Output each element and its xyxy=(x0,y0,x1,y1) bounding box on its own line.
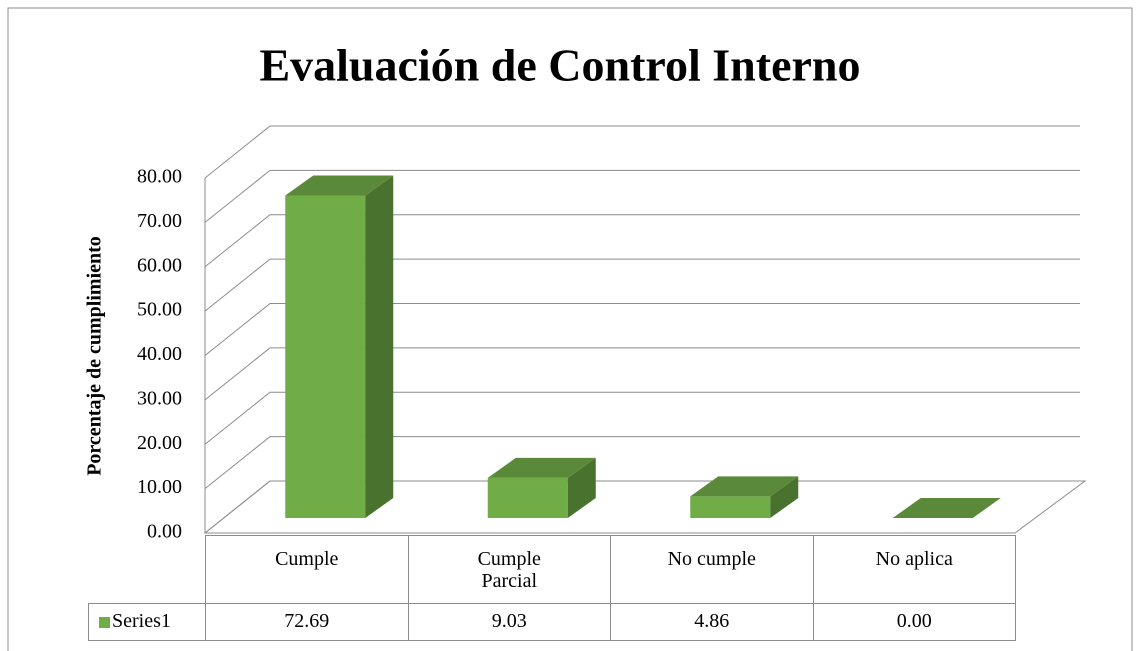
value-cell-text: 0.00 xyxy=(896,610,932,632)
bar-top xyxy=(892,498,1001,518)
category-cell: Cumple xyxy=(205,535,409,604)
grid-line xyxy=(204,436,1080,490)
chart-title: Evaluación de Control Interno xyxy=(259,40,860,91)
bar-side xyxy=(365,175,394,519)
value-cell-text: 4.86 xyxy=(694,610,730,632)
bar-top xyxy=(285,175,394,196)
category-cell-text: No aplica xyxy=(875,548,953,570)
category-cell: Cumple Parcial xyxy=(407,535,611,604)
bar-side xyxy=(770,476,799,518)
category-cell-text: No cumple xyxy=(667,548,756,570)
category-cell-text: Cumple xyxy=(275,548,339,570)
y-tick-label: 80.00 xyxy=(137,166,182,188)
legend-swatch xyxy=(99,616,110,628)
category-cell: No aplica xyxy=(812,535,1016,604)
grid-line xyxy=(204,391,1080,445)
bar-front xyxy=(690,496,771,518)
grid-line xyxy=(204,214,1080,268)
value-cell-text: 9.03 xyxy=(491,610,527,632)
grid-line xyxy=(204,303,1080,356)
grid-line xyxy=(204,258,1080,312)
y-tick-label: 10.00 xyxy=(137,476,182,498)
category-cell: No cumple xyxy=(610,535,814,604)
grid-line xyxy=(204,480,1080,534)
y-tick-label: 30.00 xyxy=(137,387,182,409)
value-cell: 9.03 xyxy=(407,603,611,641)
bar-top xyxy=(487,457,596,478)
legend-cell-text: Series1 xyxy=(112,610,171,632)
value-cell: 4.86 xyxy=(610,603,814,641)
bar-front xyxy=(285,195,366,519)
value-cell: 0.00 xyxy=(812,603,1016,641)
y-tick-label: 20.00 xyxy=(137,432,182,454)
y-tick-label: 40.00 xyxy=(137,343,182,365)
bar-top xyxy=(690,476,799,497)
y-tick-label: 60.00 xyxy=(137,254,182,276)
y-axis-label: Porcentaje de cumplimiento xyxy=(84,236,106,476)
chart-border xyxy=(7,7,1133,651)
legend-cell: Series1 xyxy=(88,603,206,641)
bar-front xyxy=(487,477,568,518)
grid-line xyxy=(204,347,1080,401)
bar-side xyxy=(567,457,596,518)
value-cell-text: 72.69 xyxy=(284,610,330,632)
grid-line xyxy=(204,169,1080,223)
y-tick-label: 50.00 xyxy=(137,299,182,321)
category-cell-text: Cumple Parcial xyxy=(477,548,541,592)
y-tick-label: 70.00 xyxy=(137,210,182,232)
y-tick-label: 0.00 xyxy=(147,521,182,543)
value-cell: 72.69 xyxy=(205,603,409,641)
grid-line xyxy=(204,125,1080,179)
